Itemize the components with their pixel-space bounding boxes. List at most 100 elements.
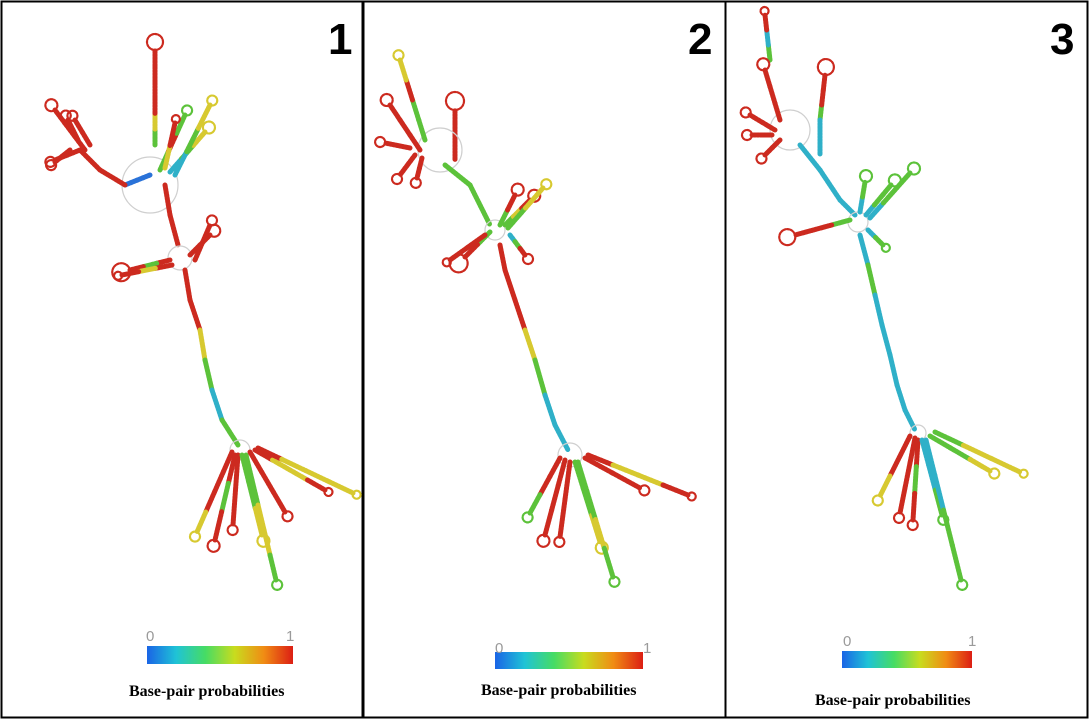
rna-helix-segment bbox=[195, 102, 213, 131]
rna-helix-segment bbox=[467, 182, 493, 228]
rna-helix-segment bbox=[960, 442, 995, 462]
rna-hairpin-loop bbox=[206, 94, 219, 107]
rna-helix-segment bbox=[270, 489, 288, 515]
rna-helix-segment bbox=[209, 387, 225, 423]
rna-helix-segment bbox=[542, 507, 555, 538]
rna-helix-segment bbox=[246, 479, 258, 511]
rna-helix-segment bbox=[239, 452, 252, 485]
rna-helix-segment bbox=[897, 433, 913, 459]
rna-helix-segment bbox=[190, 129, 208, 148]
rna-helix-segment bbox=[172, 149, 190, 178]
rna-helix-segment bbox=[880, 185, 900, 206]
rna-helix-segment bbox=[601, 545, 616, 580]
rna-hairpin-loop bbox=[858, 168, 874, 184]
rna-helix-segment bbox=[414, 165, 422, 181]
rna-hairpin-loop bbox=[180, 104, 194, 117]
rna-hairpin-loop bbox=[608, 575, 621, 588]
rna-helix-segment bbox=[233, 452, 241, 493]
rna-hairpin-loop bbox=[988, 467, 1001, 480]
rna-helix-segment bbox=[873, 235, 886, 248]
rna-hairpin-loop bbox=[170, 113, 181, 125]
rna-helix-segment bbox=[127, 264, 146, 273]
rna-helix-segment bbox=[407, 132, 423, 153]
rna-hairpin-loop bbox=[892, 511, 906, 525]
rna-helix-segment bbox=[762, 67, 773, 90]
scale-min-label: 0 bbox=[146, 628, 154, 645]
rna-hairpin-loop bbox=[226, 523, 239, 537]
panel-3-label: 3 bbox=[1050, 15, 1074, 64]
rna-helix-segment bbox=[397, 57, 409, 83]
rna-helix-segment bbox=[817, 102, 825, 123]
rna-hairpin-loop bbox=[281, 510, 294, 523]
rna-multiloop bbox=[484, 219, 506, 241]
rna-helix-segment bbox=[913, 437, 921, 470]
rna-helix-segment bbox=[65, 117, 76, 133]
rna-helix-segment bbox=[261, 527, 273, 558]
rna-helix-segment bbox=[860, 179, 868, 200]
rna-helix-segment bbox=[119, 269, 142, 278]
rna-helix-segment bbox=[52, 153, 65, 165]
rna-hairpin-loop bbox=[444, 90, 466, 112]
rna-helix-segment bbox=[267, 552, 279, 583]
rna-helix-segment bbox=[197, 327, 208, 363]
rna-hairpin-loop bbox=[510, 182, 525, 197]
rna-helix-segment bbox=[542, 392, 558, 428]
rna-hairpin-loop bbox=[392, 49, 405, 62]
rna-helix-segment bbox=[200, 222, 213, 245]
rna-hairpin-loop bbox=[536, 533, 551, 548]
rna-helix-segment bbox=[575, 459, 590, 494]
rna-helix-segment bbox=[502, 267, 518, 303]
rna-hairpin-loop bbox=[540, 178, 553, 191]
rna-hairpin-loop bbox=[521, 511, 534, 524]
rna-helix-segment bbox=[247, 449, 265, 475]
rna-hairpin-loop bbox=[740, 128, 754, 142]
rna-helix-segment bbox=[303, 468, 332, 485]
rna-helix-segment bbox=[279, 456, 308, 473]
rna-helix-segment bbox=[820, 72, 828, 93]
rna-helix-segment bbox=[926, 462, 938, 493]
rna-helix-segment bbox=[182, 267, 193, 303]
rna-hairpin-loop bbox=[756, 57, 771, 72]
rna-hairpin-loop bbox=[201, 120, 217, 135]
rna-helix-segment bbox=[584, 488, 598, 522]
rna-helix-segment bbox=[243, 452, 255, 483]
rna-helix-segment bbox=[837, 197, 858, 218]
rna-helix-segment bbox=[772, 100, 783, 123]
rna-helix-segment bbox=[857, 232, 871, 268]
rna-helix-segment bbox=[610, 470, 643, 491]
rna-helix-segment bbox=[382, 140, 400, 148]
rna-hairpin-loop bbox=[206, 538, 221, 553]
rna-helix-segment bbox=[585, 452, 616, 468]
rna-hairpin-loop bbox=[145, 32, 165, 52]
rna-helix-segment bbox=[932, 487, 945, 518]
rna-helix-segment bbox=[447, 245, 470, 263]
rna-helix-segment bbox=[387, 102, 403, 123]
rna-helix-segment bbox=[505, 192, 518, 213]
panel-3-frame bbox=[724, 0, 1089, 719]
rna-hairpin-loop bbox=[638, 484, 651, 497]
rna-helix-segment bbox=[635, 472, 666, 488]
rna-hairpin-loop bbox=[205, 214, 219, 227]
rna-hairpin-loop bbox=[188, 530, 202, 543]
rna-helix-segment bbox=[767, 84, 778, 106]
rna-helix-segment bbox=[270, 457, 293, 473]
rna-helix-segment bbox=[72, 117, 85, 135]
rna-hairpin-loop bbox=[379, 92, 394, 108]
rna-helix-segment bbox=[902, 460, 913, 491]
rna-helix-segment bbox=[810, 222, 835, 233]
rna-helix-segment bbox=[923, 437, 938, 478]
rna-helix-segment bbox=[792, 227, 816, 238]
rna-helix-segment bbox=[202, 357, 215, 393]
rna-helix-segment bbox=[497, 242, 508, 273]
color-scale-bar bbox=[495, 652, 643, 669]
rna-helix-segment bbox=[857, 194, 865, 215]
scale-min-label: 0 bbox=[843, 633, 851, 650]
rna-helix-segment bbox=[122, 172, 153, 188]
rna-helix-segment bbox=[797, 142, 823, 173]
rna-hairpin-loop bbox=[739, 106, 752, 119]
rna-helix-segment bbox=[912, 464, 919, 496]
rna-helix-segment bbox=[762, 145, 775, 158]
rna-helix-segment bbox=[194, 509, 209, 535]
rna-hairpin-loop bbox=[66, 109, 79, 122]
rna-helix-segment bbox=[865, 262, 878, 298]
